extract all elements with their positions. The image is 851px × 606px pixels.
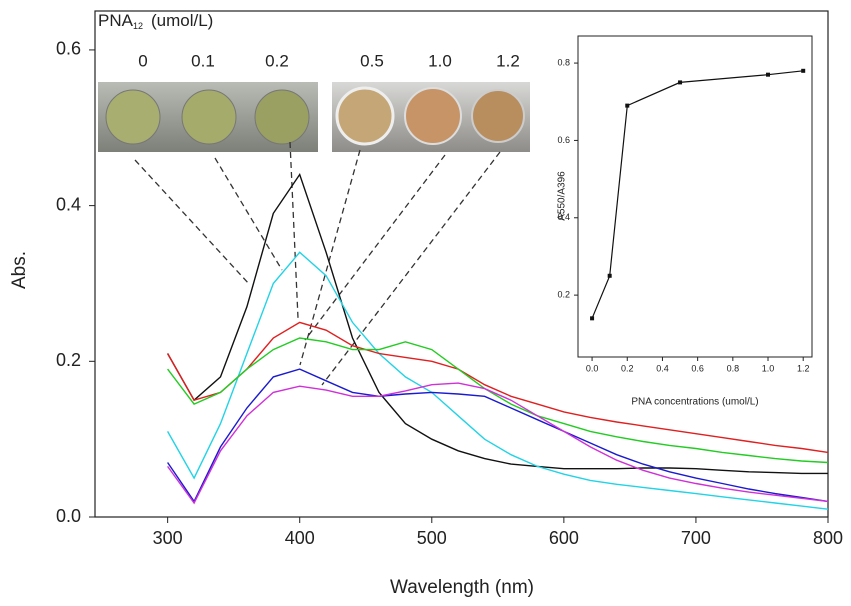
data-line: [167, 368, 829, 503]
y-tick-label: 0.6: [56, 39, 81, 59]
inset-frame: [577, 35, 813, 358]
data-point: [625, 103, 630, 108]
arrow: [304, 154, 446, 341]
plot-frame: [94, 10, 829, 518]
data-line: [166, 172, 828, 475]
well: [254, 89, 310, 145]
arrows: [134, 141, 501, 386]
y-tick-label: 0.2: [56, 350, 81, 370]
data-point: [766, 72, 771, 77]
well-label: 0.2: [265, 51, 289, 70]
well: [471, 89, 525, 143]
well-label: 1.0: [428, 51, 452, 70]
data-line: [591, 70, 804, 319]
x-tick-label: 0.4: [656, 363, 669, 373]
well-label: 0.1: [191, 51, 215, 70]
well: [181, 89, 237, 145]
y-tick-label: 0.4: [557, 212, 570, 222]
x-tick-label: 600: [549, 528, 579, 548]
y-tick-label: 0.2: [557, 289, 570, 299]
y-tick-label: 0.8: [557, 57, 570, 67]
well-label: 0.5: [360, 51, 384, 70]
well-photos: [98, 82, 530, 152]
inset-x-title: PNA concentrations (umol/L): [631, 397, 758, 408]
well-label: 0: [138, 51, 147, 70]
data-point: [678, 80, 683, 85]
y-tick-label: 0.6: [557, 135, 570, 145]
x-tick-label: 800: [813, 528, 843, 548]
data-point: [590, 316, 595, 321]
well: [404, 87, 462, 145]
data-line: [166, 251, 829, 510]
x-tick-label: 1.0: [762, 363, 775, 373]
x-tick-label: 0.0: [586, 363, 599, 373]
data-point: [607, 273, 612, 278]
y-tick-label: 0.4: [56, 194, 81, 214]
x-tick-label: 1.2: [797, 363, 810, 373]
x-tick-label: 700: [681, 528, 711, 548]
well: [335, 86, 395, 146]
inset-y-title: A550/A396: [557, 171, 568, 221]
data-line: [167, 337, 829, 464]
data-line: [167, 382, 829, 505]
well-label: 1.2: [496, 51, 520, 70]
data-point: [801, 68, 806, 73]
arrow: [321, 151, 501, 386]
well: [105, 89, 161, 145]
arrow: [289, 141, 299, 319]
x-tick-label: 400: [285, 528, 315, 548]
arrow: [134, 159, 251, 286]
photo-title: PNA12 (umol/L): [98, 11, 213, 31]
inset-background: [560, 28, 818, 358]
x-tick-label: 500: [417, 528, 447, 548]
x-tick-label: 0.6: [691, 363, 704, 373]
y-axis-title: Abs.: [9, 251, 30, 289]
x-tick-label: 0.8: [727, 363, 740, 373]
x-tick-label: 0.2: [621, 363, 634, 373]
y-tick-label: 0.0: [56, 506, 81, 526]
data-line: [166, 321, 829, 454]
x-tick-label: 300: [153, 528, 183, 548]
arrow: [214, 157, 283, 271]
x-axis-title: Wavelength (nm): [390, 577, 534, 598]
arrow: [299, 149, 361, 366]
